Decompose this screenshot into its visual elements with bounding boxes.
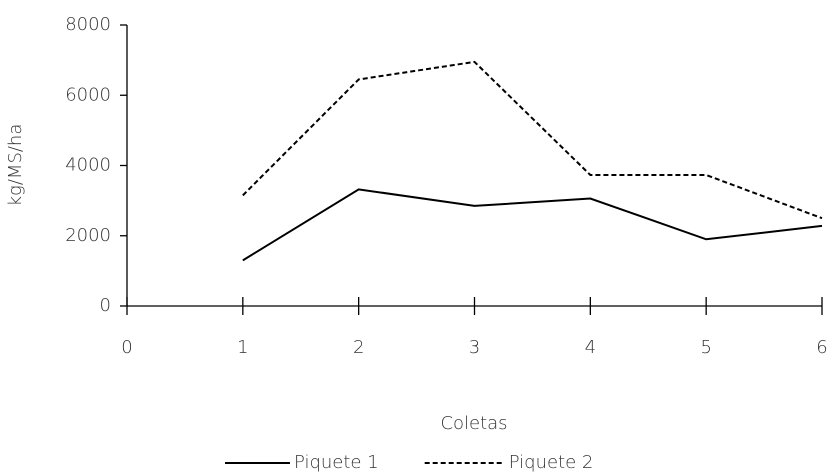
x-tick-label: 4 xyxy=(585,337,596,358)
y-axis-label: kg/MS/ha xyxy=(5,124,26,207)
x-tick-label: 1 xyxy=(237,337,248,358)
y-tick-label: 4000 xyxy=(65,155,111,176)
y-tick-label: 0 xyxy=(100,295,111,316)
data-line xyxy=(242,188,823,262)
x-tick-label: 6 xyxy=(816,337,827,358)
x-tick-label: 5 xyxy=(700,337,711,358)
legend-label: Piquete 2 xyxy=(509,452,594,473)
x-tick-label: 3 xyxy=(469,337,480,358)
x-axis-label: Coletas xyxy=(440,413,507,434)
y-tick-label: 8000 xyxy=(65,14,111,35)
data-line xyxy=(242,60,823,220)
x-tick-label: 0 xyxy=(121,337,132,358)
y-tick-label: 2000 xyxy=(65,225,111,246)
legend-label: Piquete 1 xyxy=(294,452,379,473)
y-tick-label: 6000 xyxy=(65,84,111,105)
x-tick-label: 2 xyxy=(353,337,364,358)
